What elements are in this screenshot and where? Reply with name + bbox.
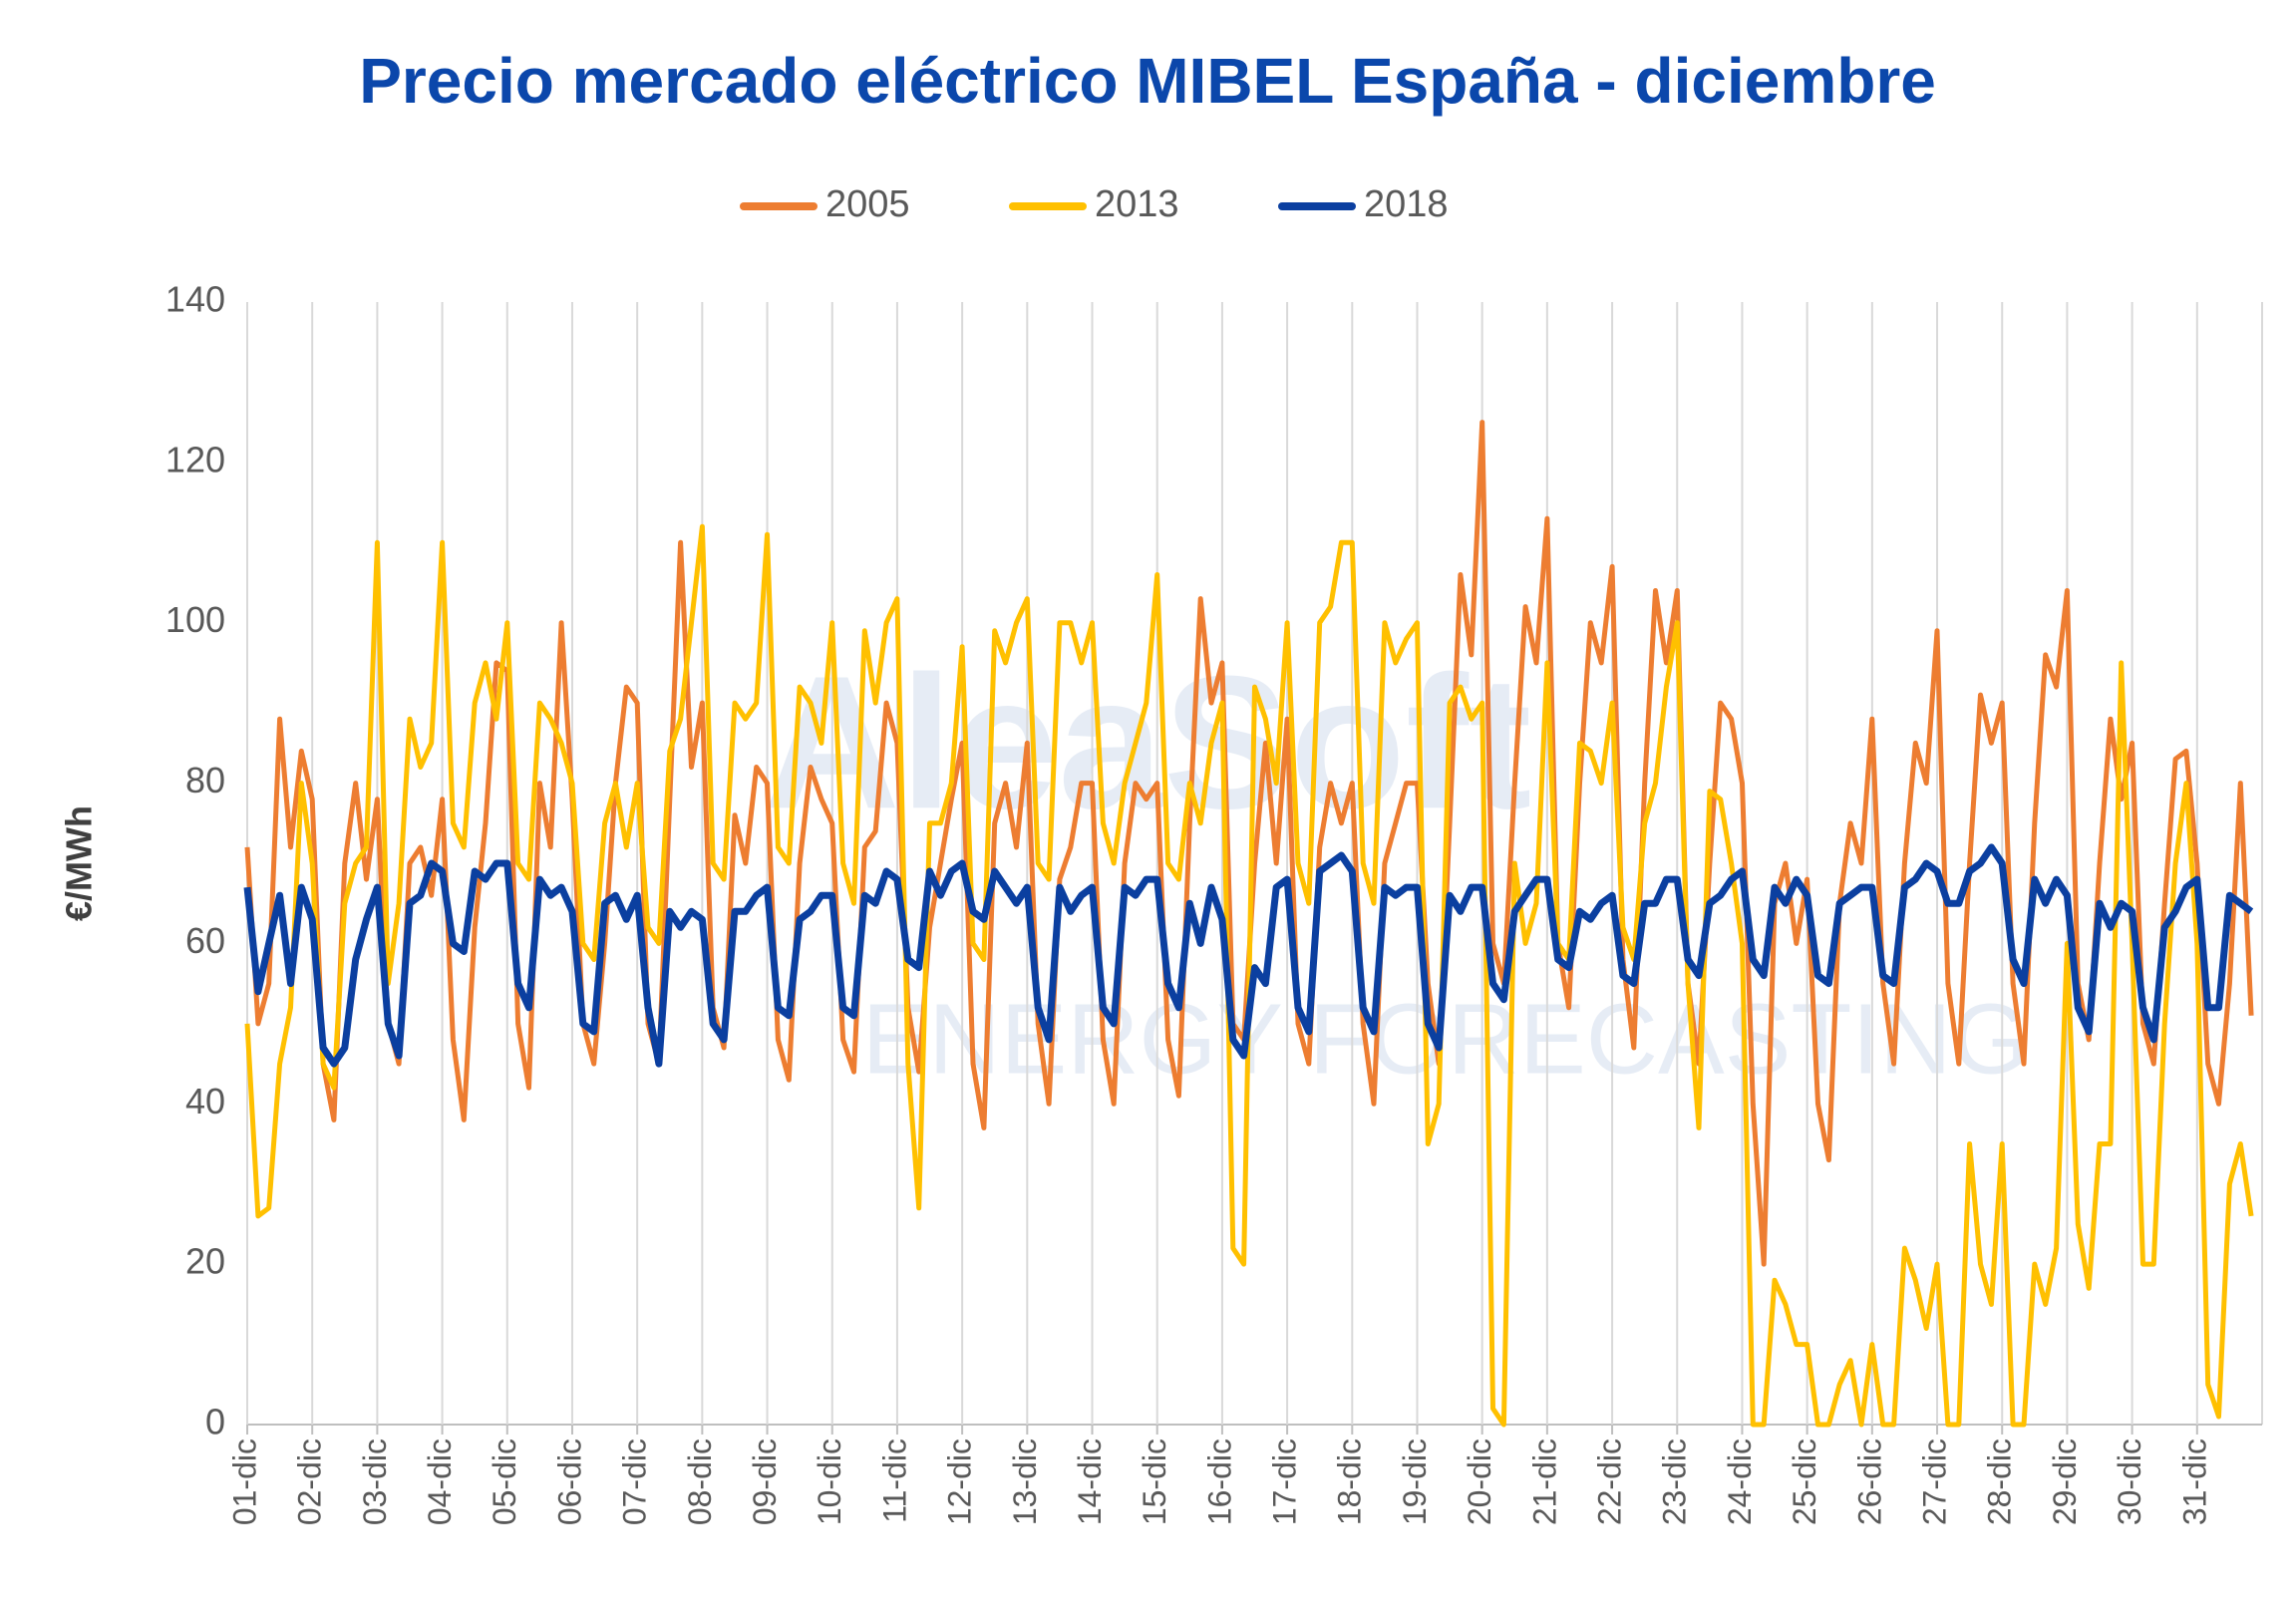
x-tick-label: 25-dic	[1787, 1439, 1822, 1525]
x-tick-label: 30-dic	[2112, 1439, 2147, 1525]
legend-label: 2018	[1364, 183, 1449, 225]
y-axis-label: €/MWh	[59, 805, 100, 921]
x-tick-label: 21-dic	[1526, 1439, 1562, 1525]
y-tick-label: 120	[165, 439, 225, 480]
y-tick-label: 100	[165, 599, 225, 640]
x-tick-label: 14-dic	[1072, 1439, 1108, 1525]
y-tick-label: 140	[165, 279, 225, 320]
legend-label: 2005	[825, 183, 910, 225]
x-tick-label: 18-dic	[1332, 1439, 1368, 1525]
x-tick-label: 01-dic	[226, 1439, 262, 1525]
x-tick-label: 29-dic	[2047, 1439, 2083, 1525]
x-tick-label: 22-dic	[1592, 1439, 1628, 1525]
x-tick-label: 04-dic	[422, 1439, 458, 1525]
y-tick-label: 80	[185, 760, 225, 800]
x-tick-label: 16-dic	[1201, 1439, 1237, 1525]
x-tick-label: 20-dic	[1462, 1439, 1497, 1525]
x-tick-label: 17-dic	[1267, 1439, 1303, 1525]
chart-title: Precio mercado eléctrico MIBEL España - …	[359, 45, 1936, 117]
x-tick-label: 15-dic	[1137, 1439, 1172, 1525]
x-tick-label: 09-dic	[747, 1439, 783, 1525]
x-tick-label: 10-dic	[812, 1439, 847, 1525]
x-tick-label: 02-dic	[292, 1439, 328, 1525]
x-tick-label: 13-dic	[1007, 1439, 1043, 1525]
x-tick-label: 11-dic	[876, 1439, 912, 1523]
x-tick-label: 26-dic	[1851, 1439, 1887, 1525]
x-tick-label: 27-dic	[1916, 1439, 1952, 1525]
x-tick-label: 31-dic	[2176, 1439, 2212, 1525]
x-tick-label: 07-dic	[617, 1439, 653, 1525]
y-tick-label: 20	[185, 1241, 225, 1282]
x-tick-label: 05-dic	[487, 1439, 522, 1525]
x-tick-label: 28-dic	[1982, 1439, 2018, 1525]
x-tick-label: 12-dic	[942, 1439, 978, 1525]
series-line	[244, 523, 2254, 1428]
legend-label: 2013	[1095, 183, 1179, 225]
series-line	[243, 843, 2254, 1068]
x-tick-label: 19-dic	[1397, 1439, 1433, 1525]
y-tick-label: 0	[205, 1402, 225, 1442]
x-tick-label: 24-dic	[1722, 1439, 1758, 1525]
y-tick-label: 60	[185, 920, 225, 961]
x-tick-label: 06-dic	[551, 1439, 587, 1525]
x-tick-label: 08-dic	[682, 1439, 718, 1525]
x-tick-label: 23-dic	[1657, 1439, 1693, 1525]
x-tick-label: 03-dic	[357, 1439, 393, 1525]
y-tick-label: 40	[185, 1081, 225, 1121]
